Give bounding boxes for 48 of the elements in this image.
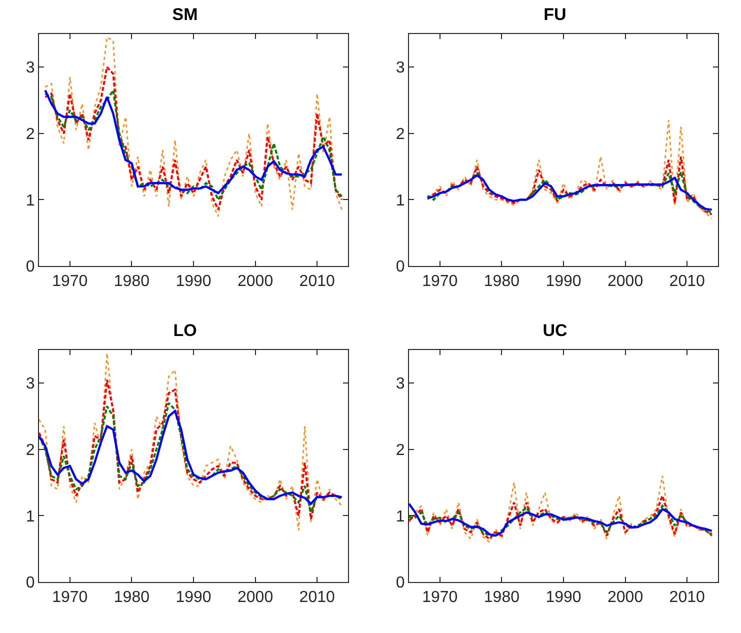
x-tick-label: 1970 <box>422 589 458 606</box>
y-tick-label: 1 <box>396 192 405 210</box>
chart-title: FU <box>544 4 566 24</box>
line-series <box>44 36 343 217</box>
x-tick-label: 2010 <box>299 273 335 290</box>
x-tick-label: 2010 <box>669 589 705 606</box>
line-series <box>39 352 343 531</box>
chart-title: SM <box>172 4 198 24</box>
line-series <box>409 475 713 543</box>
x-tick-label: 2010 <box>299 589 335 606</box>
y-tick-label: 1 <box>26 508 35 526</box>
y-tick-label: 3 <box>26 60 35 77</box>
y-tick-label: 0 <box>26 574 35 592</box>
y-tick-label: 1 <box>396 508 405 526</box>
x-tick-label: 1970 <box>422 273 458 290</box>
x-tick-label: 2000 <box>238 589 274 606</box>
x-tick-label: 1980 <box>114 589 150 606</box>
x-tick-label: 1970 <box>52 273 88 290</box>
x-tick-label: 1980 <box>114 273 150 290</box>
chart-title: LO <box>173 320 197 340</box>
line-series <box>44 66 343 211</box>
x-tick-label: 2010 <box>669 273 705 290</box>
x-tick-label: 2000 <box>608 589 644 606</box>
y-tick-label: 2 <box>396 442 405 460</box>
line-series <box>426 119 713 219</box>
y-tick-label: 0 <box>396 258 405 276</box>
line-series <box>409 494 713 540</box>
x-tick-label: 1970 <box>52 589 88 606</box>
y-tick-label: 3 <box>396 376 405 393</box>
y-tick-label: 0 <box>396 574 405 592</box>
y-tick-label: 0 <box>26 258 35 276</box>
x-tick-label: 1980 <box>484 589 520 606</box>
y-tick-label: 2 <box>26 442 35 460</box>
y-tick-label: 2 <box>396 126 405 144</box>
x-tick-label: 1980 <box>484 273 520 290</box>
y-tick-label: 3 <box>26 376 35 393</box>
x-tick-label: 2000 <box>238 273 274 290</box>
line-series <box>426 156 713 216</box>
chart-title: UC <box>542 320 568 340</box>
x-tick-label: 1990 <box>176 589 212 606</box>
x-tick-label: 1990 <box>546 273 582 290</box>
y-tick-label: 3 <box>396 60 405 77</box>
y-tick-label: 1 <box>26 192 35 210</box>
y-tick-label: 2 <box>26 126 35 144</box>
x-tick-label: 1990 <box>546 589 582 606</box>
line-series <box>39 378 343 520</box>
x-tick-label: 1990 <box>176 273 212 290</box>
x-tick-label: 2000 <box>608 273 644 290</box>
